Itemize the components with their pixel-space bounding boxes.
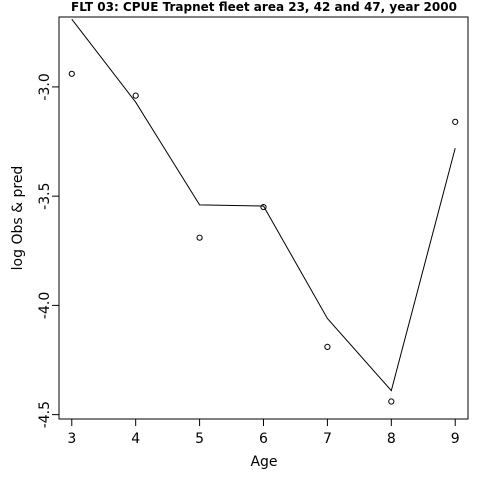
observed-point bbox=[452, 118, 459, 125]
x-tick-label: 4 bbox=[131, 431, 140, 447]
x-axis-label: Age bbox=[250, 454, 277, 470]
y-tick-label: -3.0 bbox=[37, 73, 53, 100]
x-tick-label: 8 bbox=[387, 431, 396, 447]
observed-point bbox=[68, 70, 75, 77]
x-axis: 3 4 5 6 7 8 9 bbox=[67, 418, 460, 447]
observed-point bbox=[196, 234, 203, 241]
series-layer bbox=[68, 18, 459, 405]
x-tick-label: 7 bbox=[323, 431, 332, 447]
x-tick-label: 6 bbox=[259, 431, 268, 447]
chart-title: FLT 03: CPUE Trapnet fleet area 23, 42 a… bbox=[71, 0, 457, 14]
y-axis-label: log Obs & pred bbox=[10, 166, 26, 271]
y-tick-label: -4.0 bbox=[37, 292, 53, 319]
x-tick-label: 5 bbox=[195, 431, 204, 447]
y-tick-label: -3.5 bbox=[37, 182, 53, 209]
observed-point bbox=[388, 398, 395, 405]
y-axis: -3.0 -3.5 -4.0 -4.5 bbox=[37, 73, 60, 428]
plot-box bbox=[58, 16, 469, 420]
observed-point bbox=[132, 92, 139, 99]
y-tick-label: -4.5 bbox=[37, 401, 53, 428]
observed-point bbox=[324, 343, 331, 351]
x-tick-label: 9 bbox=[451, 431, 460, 447]
predicted-line bbox=[71, 18, 456, 392]
x-tick-label: 3 bbox=[67, 431, 76, 447]
observed-point bbox=[260, 203, 267, 211]
